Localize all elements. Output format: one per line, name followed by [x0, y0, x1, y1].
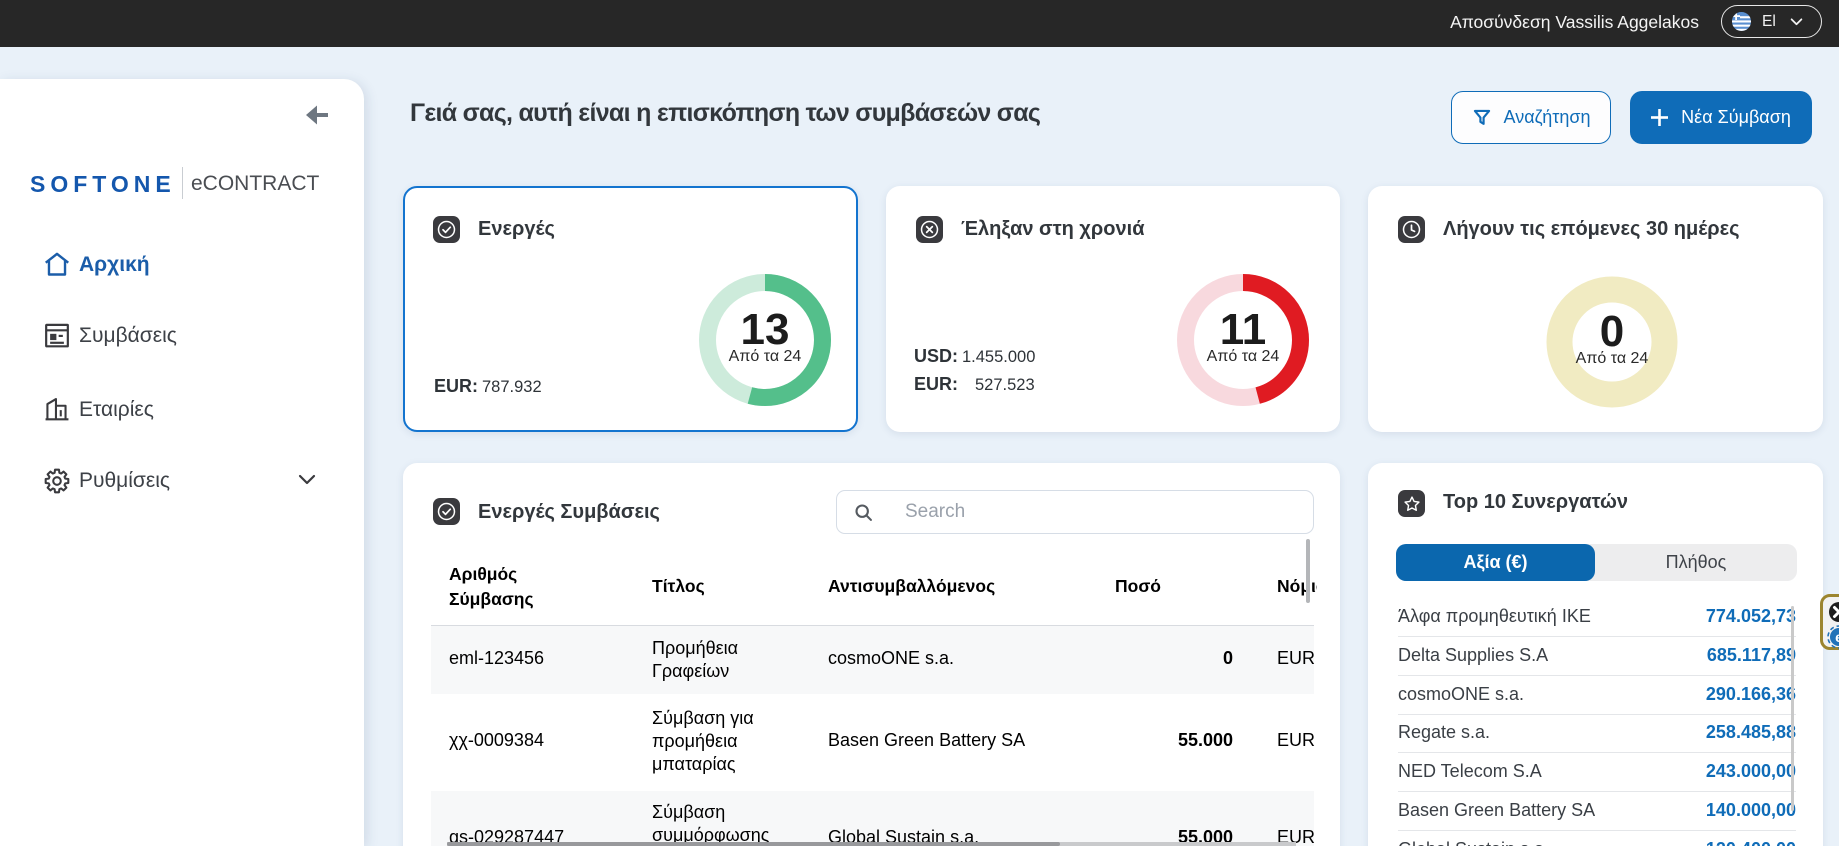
svg-text:e: e	[1835, 629, 1839, 645]
